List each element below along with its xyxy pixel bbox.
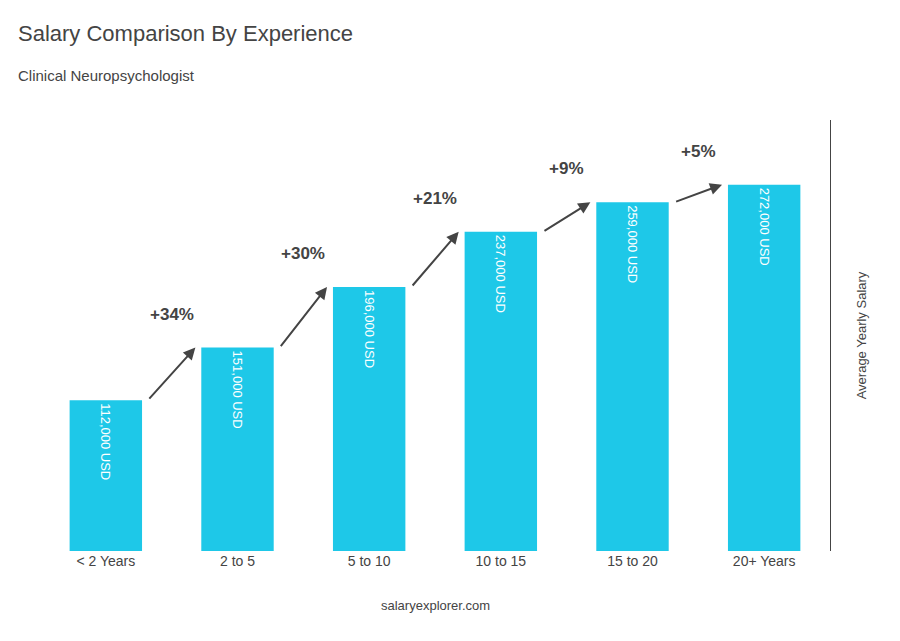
svg-text:+21%: +21%: [413, 189, 457, 208]
svg-text:112,000 USD: 112,000 USD: [98, 403, 113, 480]
svg-text:20+ Years: 20+ Years: [733, 553, 796, 569]
svg-text:salaryexplorer.com: salaryexplorer.com: [381, 598, 490, 613]
svg-text:< 2 Years: < 2 Years: [76, 553, 135, 569]
svg-text:272,000 USD: 272,000 USD: [757, 188, 772, 266]
svg-text:Clinical Neuropsychologist: Clinical Neuropsychologist: [18, 67, 195, 84]
svg-text:5 to 10: 5 to 10: [348, 553, 391, 569]
svg-text:+9%: +9%: [549, 159, 584, 178]
svg-text:237,000 USD: 237,000 USD: [493, 235, 508, 313]
svg-text:259,000 USD: 259,000 USD: [625, 205, 640, 283]
svg-text:+30%: +30%: [281, 244, 325, 263]
svg-text:+34%: +34%: [150, 305, 194, 324]
svg-text:+5%: +5%: [681, 142, 716, 161]
svg-text:10 to 15: 10 to 15: [476, 553, 527, 569]
svg-text:Average Yearly Salary: Average Yearly Salary: [854, 271, 869, 399]
svg-text:Salary Comparison By Experienc: Salary Comparison By Experience: [18, 21, 353, 46]
svg-text:151,000 USD: 151,000 USD: [230, 351, 245, 429]
svg-text:2 to 5: 2 to 5: [220, 553, 255, 569]
svg-text:196,000 USD: 196,000 USD: [362, 290, 377, 368]
svg-text:15 to 20: 15 to 20: [607, 553, 658, 569]
